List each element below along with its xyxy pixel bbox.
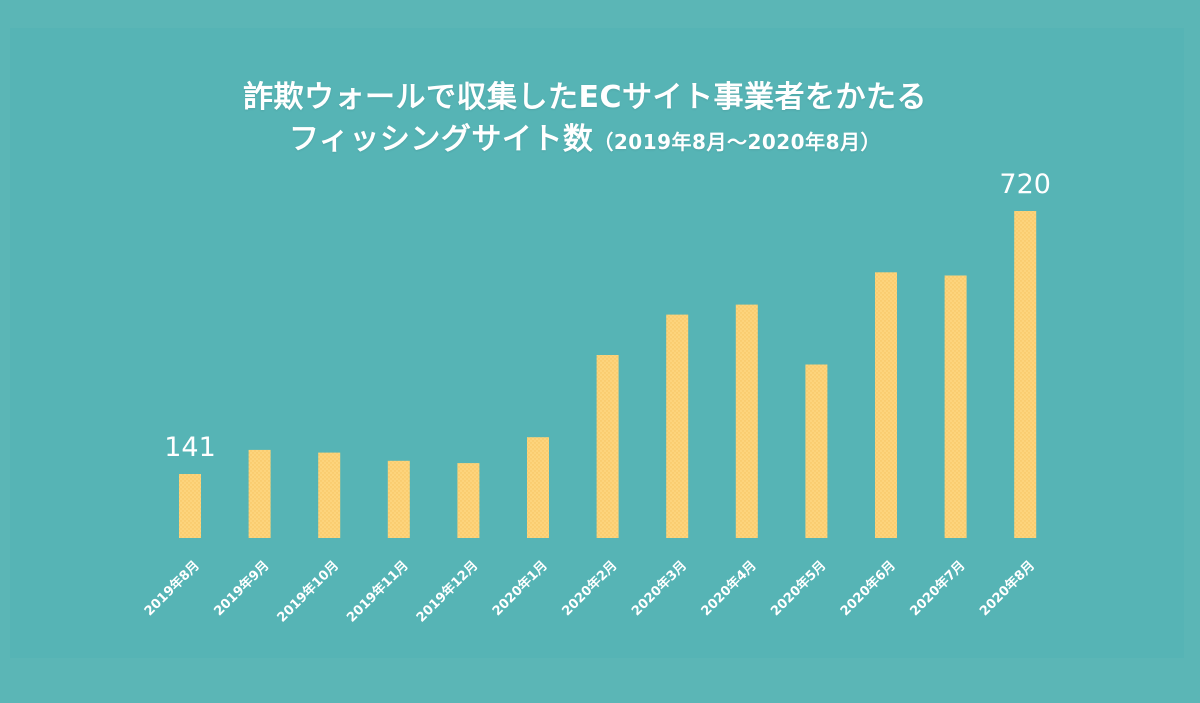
- chart-title-line2-wrap: フィッシングサイト数（2019年8月～2020年8月）: [0, 120, 1170, 162]
- x-tick-label-3: 2019年10月: [274, 558, 342, 626]
- bar-11: [875, 272, 897, 538]
- x-tick-label-5: 2019年12月: [413, 558, 481, 626]
- bar-12: [944, 275, 967, 538]
- bar-10: [805, 364, 828, 538]
- data-labels-layer: 141 720: [164, 169, 1051, 463]
- bar-9: [735, 304, 758, 538]
- x-tick-label-1: 2019年8月: [141, 558, 203, 620]
- x-tick-labels-layer: 2019年8月 2019年9月 2019年10月 2019年11月 2019年12月 20…: [141, 558, 1038, 626]
- bars-layer: [179, 211, 1037, 538]
- x-tick-label-8: 2020年3月: [628, 558, 690, 620]
- x-tick-label-11: 2020年6月: [837, 558, 899, 620]
- bar-1: [179, 474, 201, 538]
- chart-panel: [10, 28, 1184, 658]
- x-tick-label-2: 2019年9月: [211, 558, 273, 620]
- chart-title: 詐欺ウォールで収集したECサイト事業者をかたる フィッシングサイト数（2019年…: [0, 78, 1170, 162]
- x-tick-label-7: 2020年2月: [559, 558, 621, 620]
- data-label-1: 141: [164, 432, 216, 463]
- bar-13: [1014, 211, 1037, 538]
- x-tick-label-6: 2020年1月: [489, 558, 551, 620]
- chart-title-line2: フィッシングサイト数: [288, 122, 594, 157]
- bar-3: [318, 452, 341, 538]
- bar-6: [527, 437, 549, 538]
- chart-subtitle: （2019年8月～2020年8月）: [593, 130, 882, 154]
- data-label-13: 720: [999, 169, 1051, 200]
- bar-8: [666, 314, 689, 538]
- x-tick-label-12: 2020年7月: [907, 558, 969, 620]
- x-tick-label-9: 2020年4月: [698, 558, 760, 620]
- x-tick-label-4: 2019年11月: [344, 558, 412, 626]
- bar-5: [457, 463, 480, 538]
- x-tick-label-10: 2020年5月: [768, 558, 830, 620]
- chart-title-line1: 詐欺ウォールで収集したECサイト事業者をかたる: [242, 80, 927, 115]
- bar-7: [596, 355, 619, 538]
- bar-2: [248, 449, 271, 538]
- bar-4: [387, 460, 410, 538]
- x-tick-label-13: 2020年8月: [976, 558, 1038, 620]
